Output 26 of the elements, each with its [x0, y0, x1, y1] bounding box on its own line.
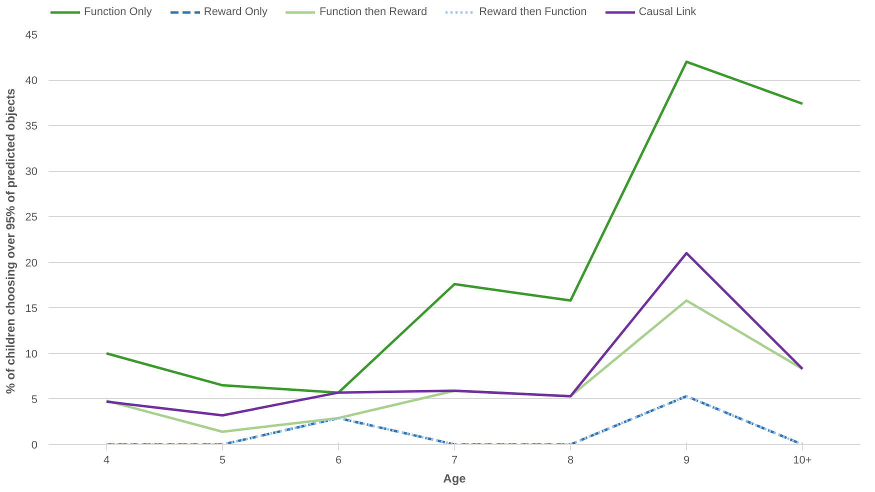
y-tick-label: 25 — [25, 212, 38, 224]
y-tick-label: 5 — [31, 394, 38, 406]
x-tick-label: 4 — [103, 454, 110, 466]
legend-label: Function Only — [84, 6, 152, 18]
y-tick-label: 40 — [25, 75, 38, 88]
x-tick-label: 6 — [335, 454, 342, 466]
x-tick-label: 7 — [451, 454, 458, 466]
x-tick-label: 5 — [219, 454, 226, 466]
line-series — [105, 60, 804, 394]
y-tick-label: 15 — [25, 302, 38, 315]
x-tick-label: 8 — [567, 454, 574, 466]
y-tick-label: 45 — [25, 30, 38, 42]
legend-label: Causal Link — [638, 6, 696, 18]
legend-label: Reward then Function — [479, 6, 587, 18]
y-tick-label: 0 — [31, 440, 38, 452]
y-tick-label: 20 — [25, 257, 38, 270]
legend-label: Function then Reward — [319, 6, 428, 18]
x-axis-title: Age — [443, 472, 466, 486]
y-tick-label: 35 — [25, 120, 38, 133]
x-tick-label: 10+ — [793, 454, 812, 466]
y-axis-title: % of children choosing over 95% of predicted objects — [3, 88, 18, 394]
y-tick-label: 30 — [25, 166, 38, 178]
x-tick-label: 9 — [683, 454, 690, 466]
line-series — [105, 252, 804, 417]
legend-label: Reward Only — [204, 6, 268, 18]
y-tick-label: 10 — [25, 348, 38, 360]
